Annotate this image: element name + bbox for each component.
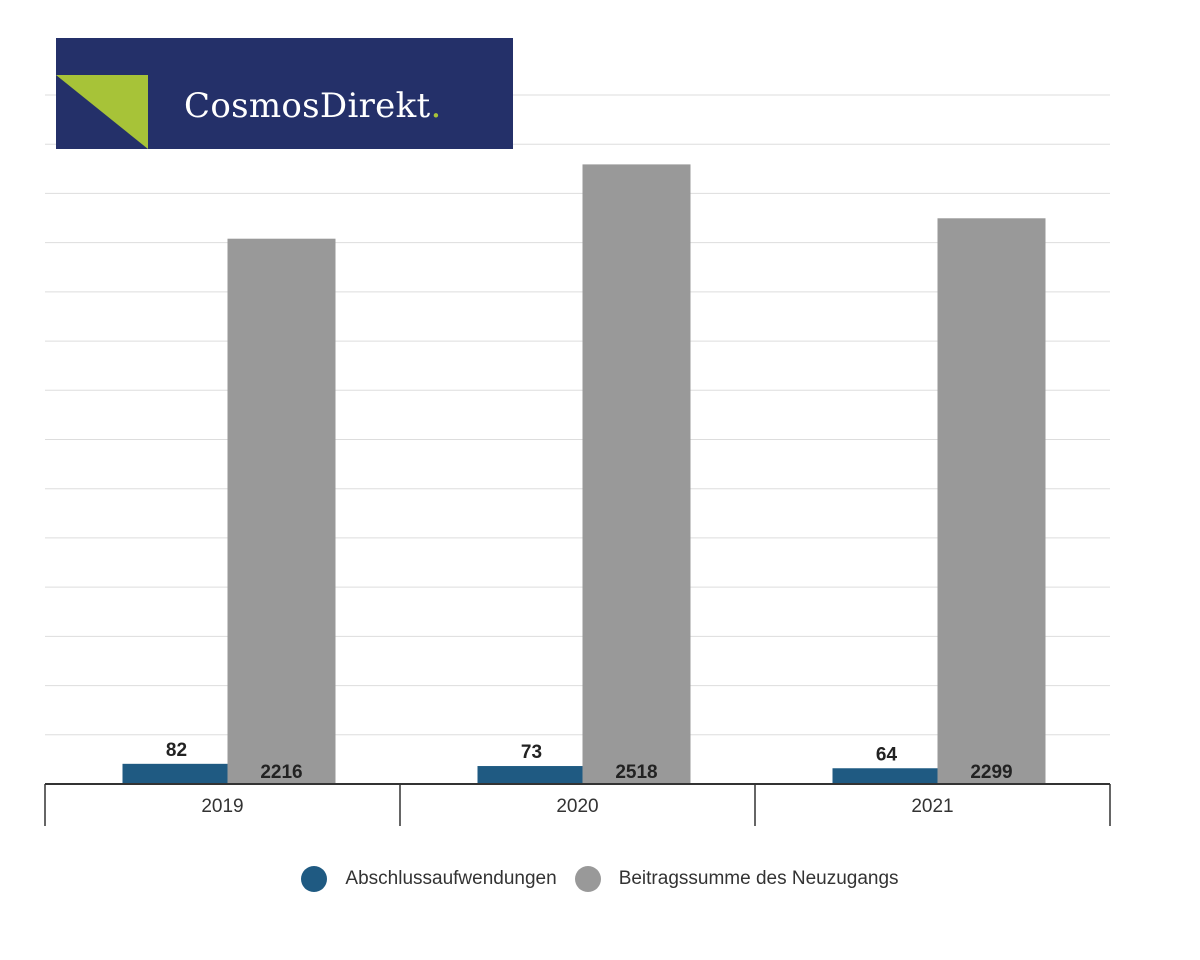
brand-name: CosmosDirekt. <box>184 86 442 126</box>
data-label: 2518 <box>615 762 657 783</box>
bar-abschlussaufwendungen-2021 <box>832 768 941 784</box>
legend-item-beitragssumme: Beitragssumme des Neuzugangs <box>574 866 899 892</box>
data-labels: 82 2216 73 2518 64 2299 <box>166 740 1013 783</box>
data-label: 2299 <box>970 762 1012 783</box>
x-tick-label: 2020 <box>556 796 598 817</box>
legend-label: Beitragssumme des Neuzugangs <box>618 868 899 889</box>
legend-item-abschlussaufwendungen: Abschlussaufwendungen <box>301 866 557 892</box>
legend-label: Abschlussaufwendungen <box>345 868 557 889</box>
legend-dot-gray <box>574 866 601 892</box>
bar-abschlussaufwendungen-2020 <box>477 766 586 784</box>
data-label: 2216 <box>260 762 302 783</box>
data-label: 82 <box>166 740 187 761</box>
x-tick-label: 2021 <box>911 796 953 817</box>
bar-beitragssumme-2020 <box>582 164 691 784</box>
bar-abschlussaufwendungen-2019 <box>122 763 231 784</box>
bar-beitragssumme-2019 <box>227 238 336 785</box>
data-label: 64 <box>876 744 898 765</box>
bars <box>122 164 1046 785</box>
chart-legend: Abschlussaufwendungen Beitragssumme des … <box>0 866 1200 892</box>
logo-corner-shape <box>56 75 148 149</box>
gridlines <box>45 94 1110 736</box>
brand-logo: CosmosDirekt. <box>56 38 513 149</box>
data-label: 73 <box>521 742 542 763</box>
x-axis: 2019 2020 2021 <box>44 783 1111 826</box>
legend-dot-blue <box>301 866 328 892</box>
bar-beitragssumme-2021 <box>937 218 1046 784</box>
x-tick-label: 2019 <box>201 796 243 817</box>
